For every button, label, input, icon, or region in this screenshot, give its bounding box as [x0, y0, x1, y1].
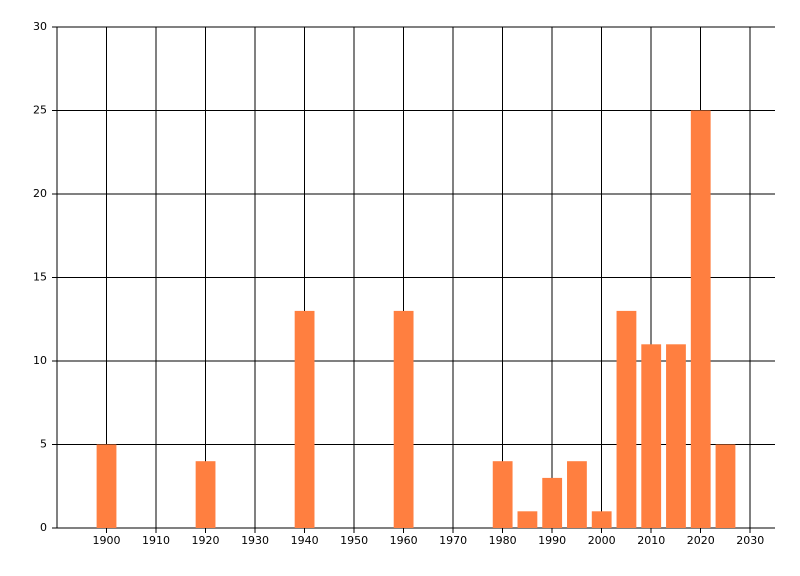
- bar: [591, 511, 612, 528]
- y-tick-label: 10: [33, 354, 47, 367]
- x-tick-label: 2010: [637, 534, 665, 547]
- y-tick-label: 20: [33, 187, 47, 200]
- bar: [666, 344, 686, 528]
- y-tick-label: 25: [33, 104, 47, 117]
- bar: [616, 310, 637, 528]
- bar: [715, 444, 736, 528]
- y-tick-label: 30: [33, 20, 47, 33]
- y-tick-label: 15: [33, 271, 47, 284]
- x-tick-label: 1930: [241, 534, 269, 547]
- x-tick-label: 1990: [538, 534, 566, 547]
- x-tick-label: 1910: [142, 534, 170, 547]
- x-tick-label: 1900: [93, 534, 121, 547]
- y-tick-label: 0: [40, 521, 47, 534]
- x-tick-label: 2000: [588, 534, 616, 547]
- x-tick-label: 1920: [192, 534, 220, 547]
- bar: [690, 110, 711, 528]
- x-tick-label: 1980: [489, 534, 517, 547]
- bar: [517, 511, 538, 528]
- bar: [294, 310, 315, 528]
- x-tick-label: 1970: [439, 534, 467, 547]
- bar: [195, 461, 216, 528]
- y-tick-label: 5: [40, 438, 47, 451]
- x-tick-label: 1960: [390, 534, 418, 547]
- x-tick-label: 1950: [340, 534, 368, 547]
- x-tick-label: 1940: [291, 534, 319, 547]
- bar: [542, 477, 563, 528]
- bar: [96, 444, 117, 528]
- x-tick-label: 2030: [736, 534, 764, 547]
- bar: [393, 310, 414, 528]
- x-tick-label: 2020: [687, 534, 715, 547]
- bar: [641, 344, 662, 528]
- bar: [492, 461, 513, 528]
- bar: [567, 461, 587, 528]
